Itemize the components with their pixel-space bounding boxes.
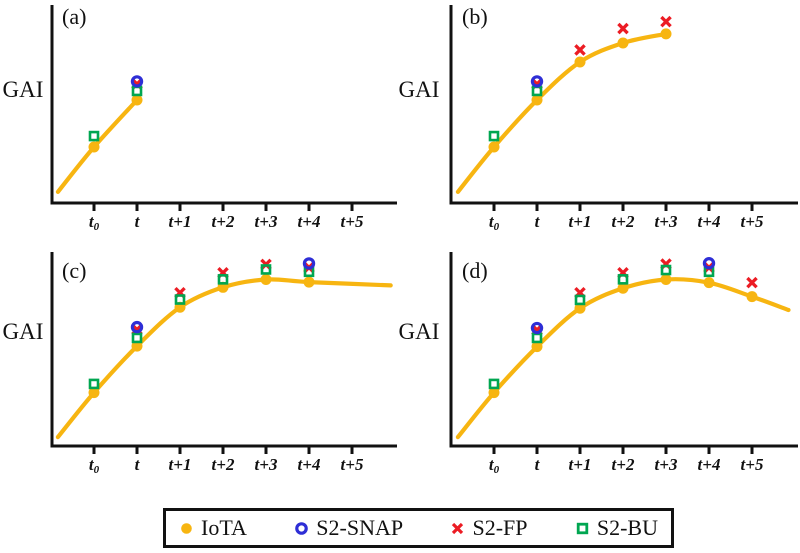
panel-c-y-axis-title: GAI	[2, 319, 44, 344]
panel-d-y-axis-title: GAI	[398, 319, 440, 344]
s2-fp-x-mark-icon	[450, 521, 465, 536]
svg-text:t+2: t+2	[612, 212, 635, 231]
svg-text:t0: t0	[89, 212, 100, 233]
svg-text:t+4: t+4	[298, 455, 321, 474]
panel-plot-d: t0 t t+1 t+2 t+3 t+4 t+5	[449, 252, 798, 476]
svg-text:t0: t0	[489, 455, 500, 476]
svg-text:t+1: t+1	[169, 212, 192, 231]
legend-label-s2-bu: S2-BU	[596, 515, 658, 540]
svg-text:t+5: t+5	[341, 212, 364, 231]
panel-d-label: (d)	[462, 258, 488, 283]
svg-text:t+2: t+2	[212, 212, 235, 231]
legend-item-s2-snap: S2-SNAP	[294, 517, 403, 539]
panel-b-label: (b)	[462, 4, 488, 29]
svg-text:t+3: t+3	[655, 455, 678, 474]
svg-text:t0: t0	[489, 212, 500, 233]
svg-text:t: t	[535, 455, 541, 474]
svg-text:t+4: t+4	[298, 212, 321, 231]
panel-a-label: (a)	[62, 4, 87, 29]
svg-text:t+1: t+1	[569, 212, 592, 231]
svg-text:t+2: t+2	[212, 455, 235, 474]
panel-plot-a: t0 t t+1 t+2 t+3 t+4 t+5	[50, 5, 397, 233]
panel-plot-c: t0 t t+1 t+2 t+3 t+4 t+5	[50, 252, 397, 476]
svg-text:t+3: t+3	[255, 212, 278, 231]
svg-text:t+4: t+4	[698, 212, 721, 231]
svg-text:t+1: t+1	[569, 455, 592, 474]
svg-text:t+1: t+1	[169, 455, 192, 474]
iota-filled-circle-icon	[179, 521, 194, 536]
panel-b-y-axis-title: GAI	[398, 77, 440, 102]
svg-text:t+3: t+3	[655, 212, 678, 231]
panel-a-y-axis-title: GAI	[2, 77, 44, 102]
legend-label-s2-fp: S2-FP	[472, 515, 528, 540]
svg-text:t+5: t+5	[341, 455, 364, 474]
legend-label-iota: IoTA	[201, 515, 247, 540]
svg-text:t: t	[135, 212, 141, 231]
legend: IoTA S2-SNAP S2-FP S2-BU	[163, 508, 674, 548]
svg-text:t+5: t+5	[741, 212, 764, 231]
svg-text:t+2: t+2	[612, 455, 635, 474]
svg-text:t0: t0	[89, 455, 100, 476]
legend-item-s2-fp: S2-FP	[450, 515, 528, 540]
panel-c-label: (c)	[62, 258, 87, 283]
plots-svg: t0 t t+1 t+2 t+3 t+4 t+5 t0 t t+1 t+2 t+3 t+4 t+5t0 t t…	[50, 5, 798, 476]
s2-bu-open-square-icon	[575, 521, 590, 536]
panel-plot-b: t0 t t+1 t+2 t+3 t+4 t+5	[449, 5, 798, 233]
s2-snap-open-circle-icon	[294, 521, 309, 536]
svg-text:t: t	[535, 212, 541, 231]
svg-text:t+4: t+4	[698, 455, 721, 474]
legend-label-s2-snap: S2-SNAP	[316, 515, 404, 540]
legend-item-s2-bu: S2-BU	[575, 517, 658, 539]
svg-text:t: t	[135, 455, 141, 474]
svg-text:t+3: t+3	[255, 455, 278, 474]
svg-text:t+5: t+5	[741, 455, 764, 474]
legend-item-iota: IoTA	[179, 517, 247, 539]
